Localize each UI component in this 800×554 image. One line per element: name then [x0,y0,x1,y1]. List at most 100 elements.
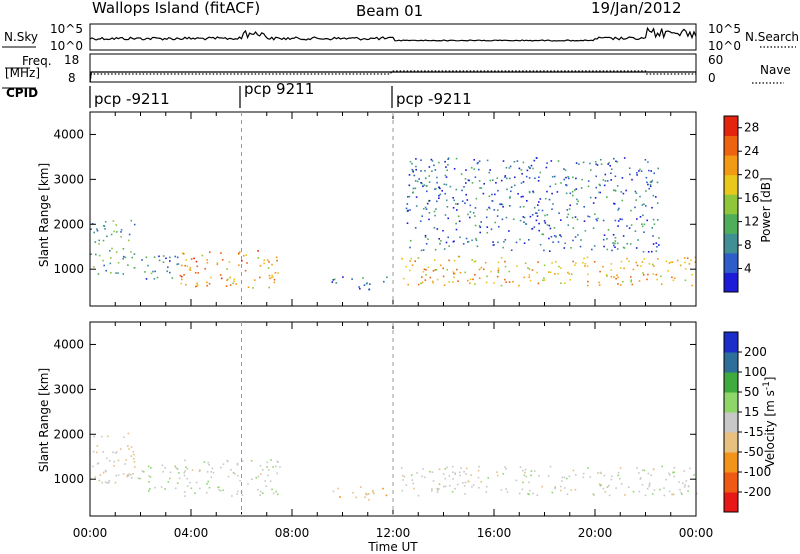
echo-cell [615,277,617,280]
x-tick-label: 16:00 [477,526,512,540]
echo-cell [672,493,674,496]
echo-cell [169,271,171,274]
echo-cell [424,206,427,209]
echo-cell [568,273,570,275]
echo-cell [428,199,431,202]
echo-cell [529,279,532,282]
echo-cell [120,229,123,231]
echo-cell [485,485,488,488]
echo-cell [190,258,193,260]
echo-cell [517,193,519,195]
echo-cell [647,251,650,253]
echo-cell [257,488,259,491]
echo-cell [492,179,494,181]
echo-cell [505,216,508,219]
echo-cell [589,162,591,165]
echo-cell [595,175,597,178]
echo-cell [631,283,634,286]
echo-cell [639,195,641,198]
echo-cell [453,240,455,243]
echo-cell [528,274,531,276]
echo-cell [467,213,469,216]
echo-cell [610,275,613,278]
cpid-label: CPID [6,86,38,100]
echo-cell [181,264,183,267]
echo-cell [610,478,613,481]
echo-cell [216,263,219,266]
echo-cell [671,493,673,496]
echo-cell [94,476,97,478]
echo-cell [226,268,228,270]
echo-cell [518,492,521,495]
echo-cell [499,203,501,206]
echo-cell [207,461,210,464]
colorbar-swatch [724,233,738,254]
echo-cell [184,470,186,472]
colorbar-swatch [724,472,738,493]
echo-cell [435,208,437,210]
echo-cell [447,236,449,239]
echo-cell [443,485,445,488]
echo-cell [407,196,409,198]
echo-cell [438,238,440,240]
echo-cell [525,475,528,478]
echo-cell [436,487,438,490]
echo-cell [637,239,639,241]
echo-cell [643,469,646,472]
echo-cell [623,157,626,159]
echo-cell [462,243,465,245]
echo-cell [414,180,417,182]
echo-cell [548,271,550,273]
echo-cell [486,231,489,234]
echo-cell [574,189,576,191]
echo-cell [257,475,260,478]
echo-cell [550,235,553,238]
echo-cell [687,485,690,488]
echo-cell [528,239,530,241]
echo-cell [426,202,429,205]
echo-cell [658,244,660,246]
echo-cell [420,170,422,172]
echo-cell [411,479,414,481]
echo-cell [520,169,523,171]
echo-cell [232,471,235,474]
echo-cell [355,496,357,499]
echo-cell [252,287,254,289]
echo-cell [655,196,657,198]
echo-cell [452,197,454,199]
echo-cell [546,190,548,193]
echo-cell [430,158,433,161]
echo-cell [648,485,650,488]
echo-cell [497,474,499,477]
echo-cell [586,284,589,287]
echo-cell [673,475,675,478]
echo-cell [195,260,198,263]
echo-cell [182,253,185,255]
echo-cell [614,237,617,239]
echo-cell [412,187,415,190]
echo-cell [537,204,539,206]
echo-cell [431,490,433,492]
echo-cell [463,186,465,188]
echo-cell [410,257,412,260]
echo-cell [472,484,475,486]
nsky-line [89,26,697,42]
echo-cell [435,187,437,190]
echo-cell [563,178,565,181]
echo-cell [128,473,130,475]
echo-cell [538,475,540,477]
echo-cell [504,466,506,468]
echo-cell [109,262,112,265]
echo-cell [263,262,265,265]
echo-cell [658,237,660,239]
echo-cell [590,169,592,171]
echo-cell [447,217,449,220]
echo-cell [440,240,442,242]
echo-cell [422,468,424,470]
echo-cell [422,185,424,188]
echo-cell [260,490,262,493]
echo-cell [566,493,569,495]
echo-cell [262,492,264,495]
echo-cell [165,257,167,260]
echo-cell [670,261,672,264]
